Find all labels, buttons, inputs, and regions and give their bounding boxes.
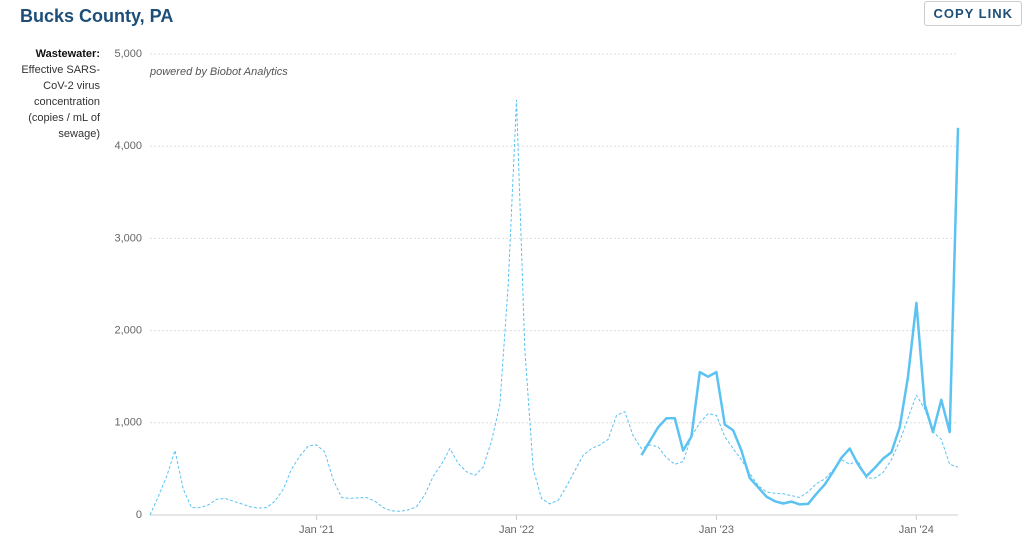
y-label-text: Effective SARS-CoV-2 virus concentration… xyxy=(21,64,100,140)
x-tick-label: Jan '24 xyxy=(899,524,934,536)
y-tick-label: 0 xyxy=(136,509,142,521)
y-axis-label: Wastewater: Effective SARS-CoV-2 virus c… xyxy=(4,46,100,142)
chart-title: Bucks County, PA xyxy=(20,6,174,26)
series-line xyxy=(149,99,959,516)
y-tick-label: 5,000 xyxy=(114,48,142,60)
x-tick-label: Jan '22 xyxy=(499,524,534,536)
x-tick-label: Jan '21 xyxy=(299,524,334,536)
y-tick-label: 2,000 xyxy=(114,325,142,337)
y-label-head: Wastewater: xyxy=(35,48,100,60)
x-tick-label: Jan '23 xyxy=(699,524,734,536)
annotation: powered by Biobot Analytics xyxy=(150,66,288,78)
y-tick-label: 4,000 xyxy=(114,140,142,152)
series-line xyxy=(640,127,960,506)
y-tick-label: 3,000 xyxy=(114,232,142,244)
copy-link-button[interactable]: COPY LINK xyxy=(924,1,1022,26)
y-tick-label: 1,000 xyxy=(114,417,142,429)
